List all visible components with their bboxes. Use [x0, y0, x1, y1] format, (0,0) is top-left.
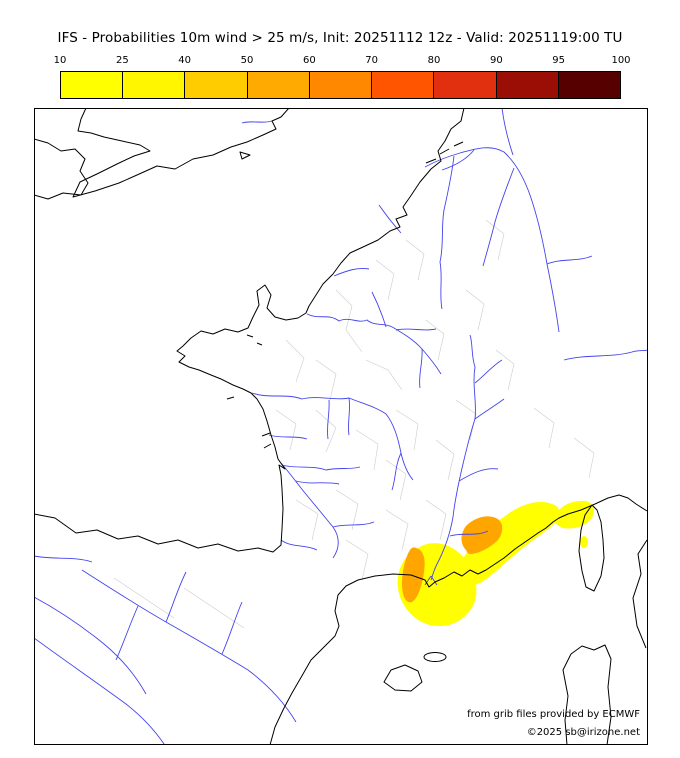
river-spain-2	[33, 637, 169, 751]
river-rhine	[424, 147, 560, 333]
colorbar-tick: 25	[115, 55, 129, 66]
coast-ireland	[33, 138, 89, 200]
river-thames	[241, 120, 273, 124]
coastlines	[33, 107, 648, 746]
river-allier	[391, 452, 402, 491]
coast-isle-of-wight	[239, 151, 251, 160]
coast-belle-ile	[226, 396, 235, 400]
river-oise	[371, 291, 387, 328]
colorbar-cell	[371, 71, 435, 99]
river-moselle	[482, 167, 515, 267]
river-spain-3	[33, 555, 93, 563]
river-spain-1	[33, 596, 147, 695]
prob-core-east	[461, 516, 503, 554]
weather-map-svg	[33, 107, 649, 751]
coast-ile-de-re	[261, 432, 271, 437]
coast-menorca	[423, 652, 447, 662]
river-loire	[251, 392, 414, 481]
colorbar-cell	[557, 71, 621, 99]
river-ebro	[81, 569, 297, 723]
colorbar-cell	[308, 71, 373, 99]
river-vienne	[327, 399, 330, 440]
attribution-source: from grib files provided by ECMWF	[467, 709, 640, 720]
river-somme	[333, 268, 370, 277]
colorbar-cell	[433, 71, 497, 99]
map-frame	[34, 108, 648, 745]
coast-channel-islands	[246, 334, 263, 346]
colorbar-tick: 60	[302, 55, 316, 66]
map-container	[33, 107, 649, 751]
river-charente	[268, 434, 308, 440]
coast-mallorca	[383, 664, 423, 692]
colorbar-cell	[246, 71, 310, 99]
attribution-copyright: ©2025 sb@irizone.net	[526, 727, 640, 738]
admin-borders	[113, 219, 595, 629]
colorbar-cell	[495, 71, 559, 99]
colorbar-tick: 95	[552, 55, 566, 66]
river-rhine-branch	[441, 149, 475, 171]
probability-mid-areas	[402, 516, 503, 603]
river-dordogne	[281, 464, 361, 471]
colorbar-tick: 40	[178, 55, 192, 66]
prob-area-northwest-corsica	[554, 500, 594, 529]
river-ebro-trib-3	[115, 605, 139, 661]
river-garonne	[280, 462, 339, 559]
coast-oleron	[263, 443, 272, 449]
colorbar-tick: 100	[611, 55, 631, 66]
colorbar-ticks: 10 25 40 50 60 70 80 90 95 100	[54, 55, 631, 68]
river-cher	[347, 397, 351, 436]
river-tarn	[332, 521, 375, 528]
river-main	[546, 255, 593, 265]
coast-continent	[33, 107, 465, 553]
colorbar-tick: 90	[489, 55, 503, 66]
colorbar-cell	[184, 71, 248, 99]
colorbar-tick: 70	[365, 55, 379, 66]
prob-area-corsica-coast-spot	[580, 536, 588, 548]
river-scheldt	[378, 204, 402, 234]
colorbar-cell	[122, 71, 186, 99]
colorbar-cell	[60, 71, 124, 99]
river-danube	[563, 349, 649, 361]
river-ebro-trib-1	[165, 571, 187, 623]
river-marne	[395, 328, 437, 331]
coast-tuscany	[632, 539, 648, 649]
river-rhone-delta-1	[424, 575, 432, 586]
colorbar-tick: 50	[240, 55, 254, 66]
river-adour	[280, 539, 318, 551]
river-isere	[458, 468, 499, 482]
river-doubs	[474, 359, 503, 384]
coast-mediterranean	[269, 494, 648, 746]
river-saone	[469, 334, 476, 420]
colorbar	[60, 71, 621, 99]
prob-core-west	[402, 547, 425, 603]
river-rhone	[430, 398, 505, 581]
river-ebro-trib-2	[221, 601, 243, 655]
river-lot	[295, 480, 340, 485]
coast-frisian-islands	[425, 141, 464, 164]
map-title: IFS - Probabilities 10m wind > 25 m/s, I…	[57, 30, 623, 46]
river-seine	[306, 313, 442, 375]
coast-corsica	[578, 504, 605, 592]
river-meuse	[439, 155, 455, 310]
colorbar-tick: 80	[427, 55, 441, 66]
prob-area-provence-offshore	[457, 502, 560, 586]
coast-sardinia	[562, 644, 612, 746]
colorbar-tick: 10	[53, 55, 67, 66]
rivers	[33, 107, 649, 751]
river-weser	[501, 107, 514, 156]
river-yonne	[419, 348, 423, 389]
river-durance	[449, 530, 489, 537]
river-rhone-delta-2	[430, 575, 438, 586]
coast-england-wales	[72, 107, 290, 198]
